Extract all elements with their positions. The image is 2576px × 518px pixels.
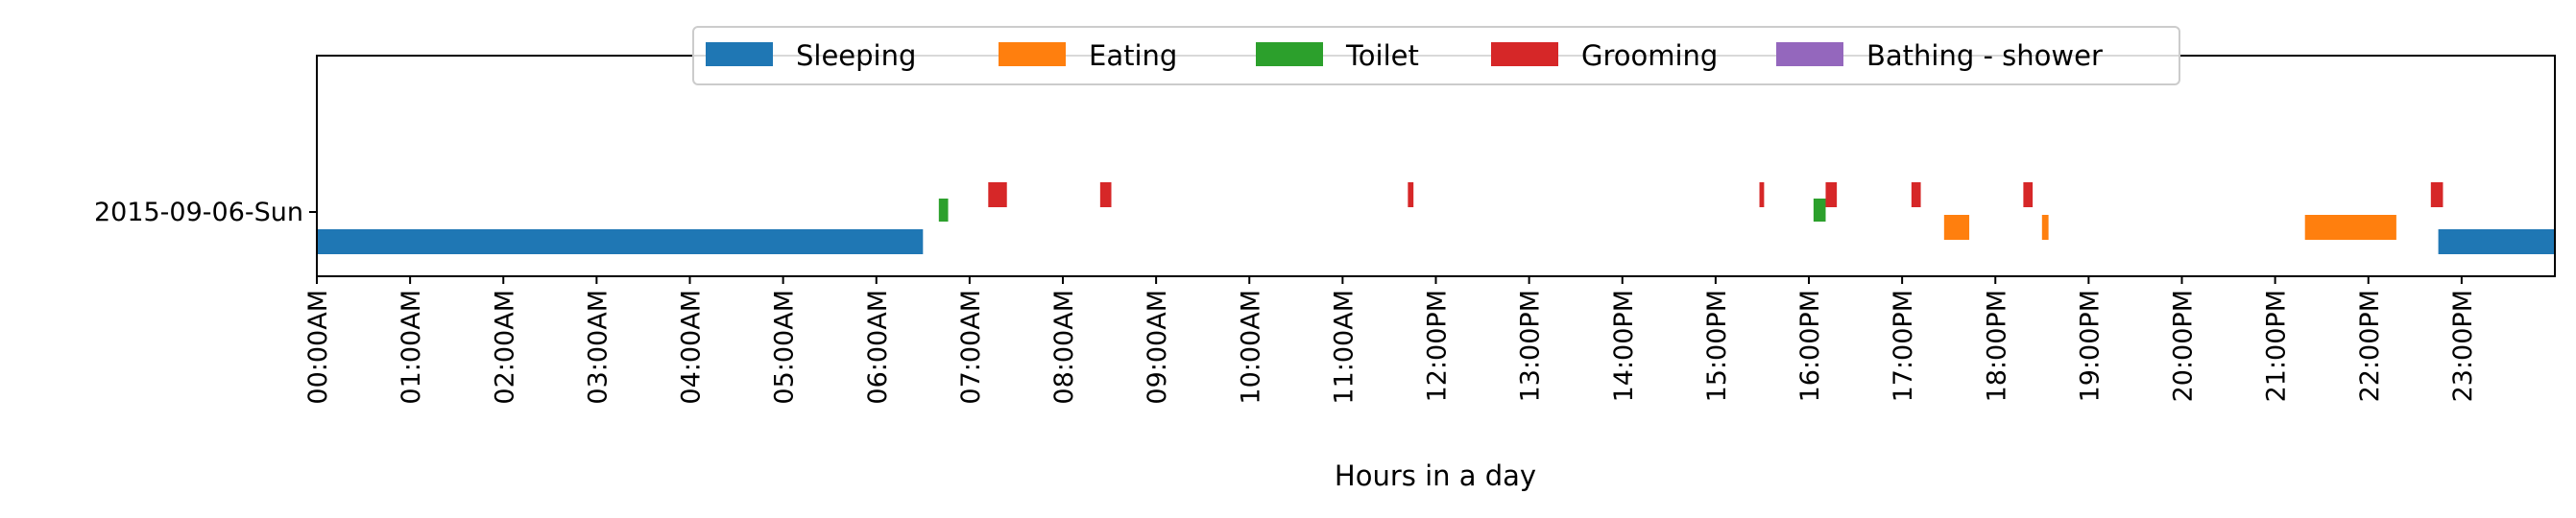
bar-grooming <box>988 182 1007 207</box>
bar-toilet <box>938 199 949 222</box>
legend-swatch-bathing-shower <box>1776 42 1843 66</box>
x-axis-ticks: 00:00AM 01:00AM 02:00AM 03:00AM 04:00AM 05:00… <box>303 276 2478 405</box>
legend: Sleeping Eating Toilet Grooming Bathing - sh… <box>692 26 2180 85</box>
legend-swatch-toilet <box>1256 42 1323 66</box>
x-tick-label: 09:00AM <box>1143 290 1172 405</box>
legend-label: Eating <box>1089 39 1177 72</box>
x-tick-label: 11:00AM <box>1329 290 1359 405</box>
x-tick-label: 17:00PM <box>1889 290 1918 402</box>
x-tick-label: 20:00PM <box>2169 290 2199 402</box>
bar-toilet <box>1813 199 1826 222</box>
bar-sleeping <box>317 229 924 254</box>
x-tick-label: 19:00PM <box>2075 290 2105 402</box>
bar-grooming <box>1911 182 1921 207</box>
bars-layer <box>317 182 2555 254</box>
y-axis: 2015-09-06-Sun <box>94 198 317 227</box>
x-tick-label: 00:00AM <box>303 290 333 405</box>
legend-swatch-eating <box>999 42 1066 66</box>
x-tick-label: 23:00PM <box>2448 290 2478 402</box>
x-tick-label: 18:00PM <box>1982 290 2011 402</box>
legend-label: Bathing - shower <box>1866 39 2103 72</box>
x-tick-label: 08:00AM <box>1049 290 1079 405</box>
bar-sleeping <box>2438 229 2555 254</box>
x-tick-label: 13:00PM <box>1516 290 1546 402</box>
legend-label: Grooming <box>1581 39 1718 72</box>
x-tick-label: 05:00AM <box>770 290 800 405</box>
legend-swatch-grooming <box>1491 42 1558 66</box>
y-tick-label: 2015-09-06-Sun <box>94 198 303 227</box>
x-tick-label: 10:00AM <box>1236 290 1265 405</box>
legend-label: Sleeping <box>796 39 916 72</box>
x-tick-label: 07:00AM <box>956 290 986 405</box>
legend-label: Toilet <box>1345 39 1419 72</box>
x-tick-label: 22:00PM <box>2355 290 2385 402</box>
x-axis-label: Hours in a day <box>1335 459 1536 492</box>
bar-grooming <box>1408 182 1414 207</box>
x-tick-label: 03:00AM <box>583 290 613 405</box>
bar-grooming <box>2023 182 2034 207</box>
x-tick-label: 21:00PM <box>2262 290 2292 402</box>
legend-box <box>692 26 2180 85</box>
bar-grooming <box>1759 182 1765 207</box>
bar-grooming <box>1099 182 1112 207</box>
legend-swatch-sleeping <box>706 42 773 66</box>
x-tick-label: 06:00AM <box>863 290 893 405</box>
x-tick-label: 15:00PM <box>1702 290 1732 402</box>
x-tick-label: 01:00AM <box>397 290 426 405</box>
bar-grooming <box>2430 182 2444 207</box>
x-tick-label: 12:00PM <box>1423 290 1453 402</box>
bar-grooming <box>1825 182 1838 207</box>
bar-eating <box>2304 215 2396 240</box>
x-tick-label: 02:00AM <box>490 290 519 405</box>
bar-eating <box>2041 215 2049 240</box>
x-tick-label: 14:00PM <box>1609 290 1639 402</box>
x-tick-label: 04:00AM <box>677 290 707 405</box>
x-tick-label: 16:00PM <box>1795 290 1825 402</box>
bar-eating <box>1943 215 1970 240</box>
